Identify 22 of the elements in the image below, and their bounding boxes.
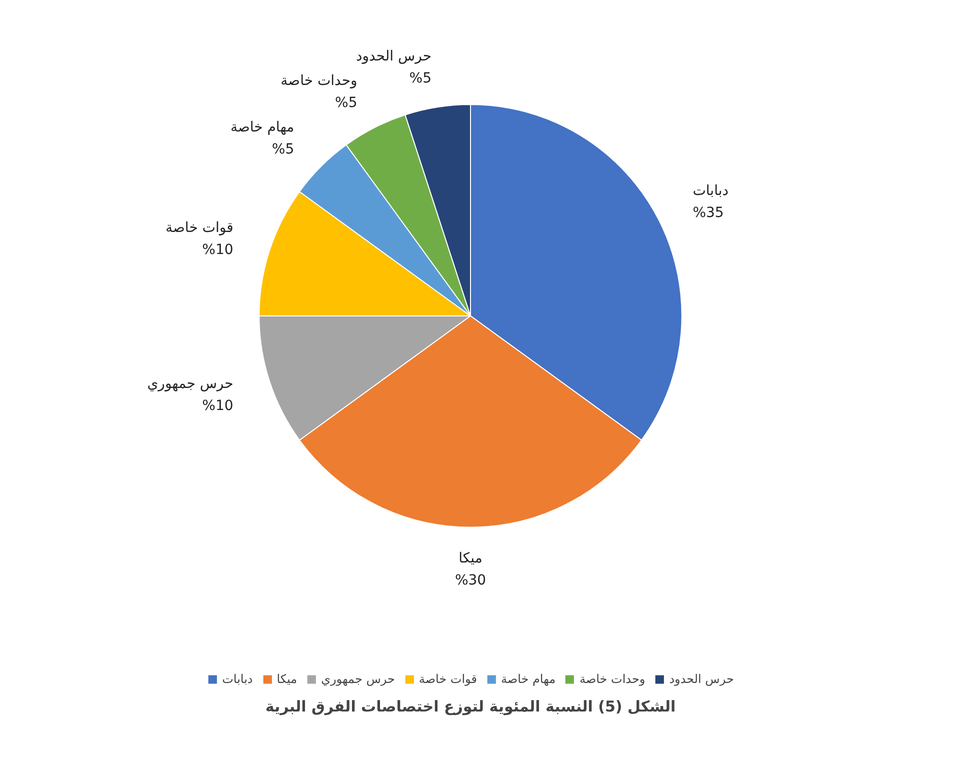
data-label: %10 (202, 398, 234, 414)
data-label: %5 (335, 94, 358, 111)
legend-label: دبابات (222, 672, 253, 686)
data-label: %5 (272, 141, 294, 158)
slice-label: حرس الحدود (356, 48, 432, 64)
legend-label: مهام خاصة (500, 672, 556, 686)
slice-label: دبابات (692, 183, 728, 200)
slice-label: حرس جمهوري (147, 376, 234, 392)
text: الشكل (5) النسبة المئوية لتوزع اختصاصات الفرق البرية (265, 698, 676, 716)
slice-label: وحدات خاصة (280, 72, 358, 89)
slice-label: قوات خاصة (166, 220, 234, 236)
data-label: %10 (202, 242, 234, 258)
data-label: %30 (454, 572, 486, 588)
legend-label: حرس الحدود (669, 672, 734, 686)
data-label: %35 (692, 205, 724, 222)
legend-label: حرس جمهوري (321, 672, 395, 686)
legend-label: ميكا (276, 672, 298, 686)
slice-label: ميكا (458, 550, 482, 566)
legend-label: وحدات خاصة (580, 672, 646, 686)
slice-label: مهام خاصة (230, 119, 294, 136)
data-label: %5 (409, 70, 432, 86)
legend-label: قوات خاصة (418, 672, 477, 686)
